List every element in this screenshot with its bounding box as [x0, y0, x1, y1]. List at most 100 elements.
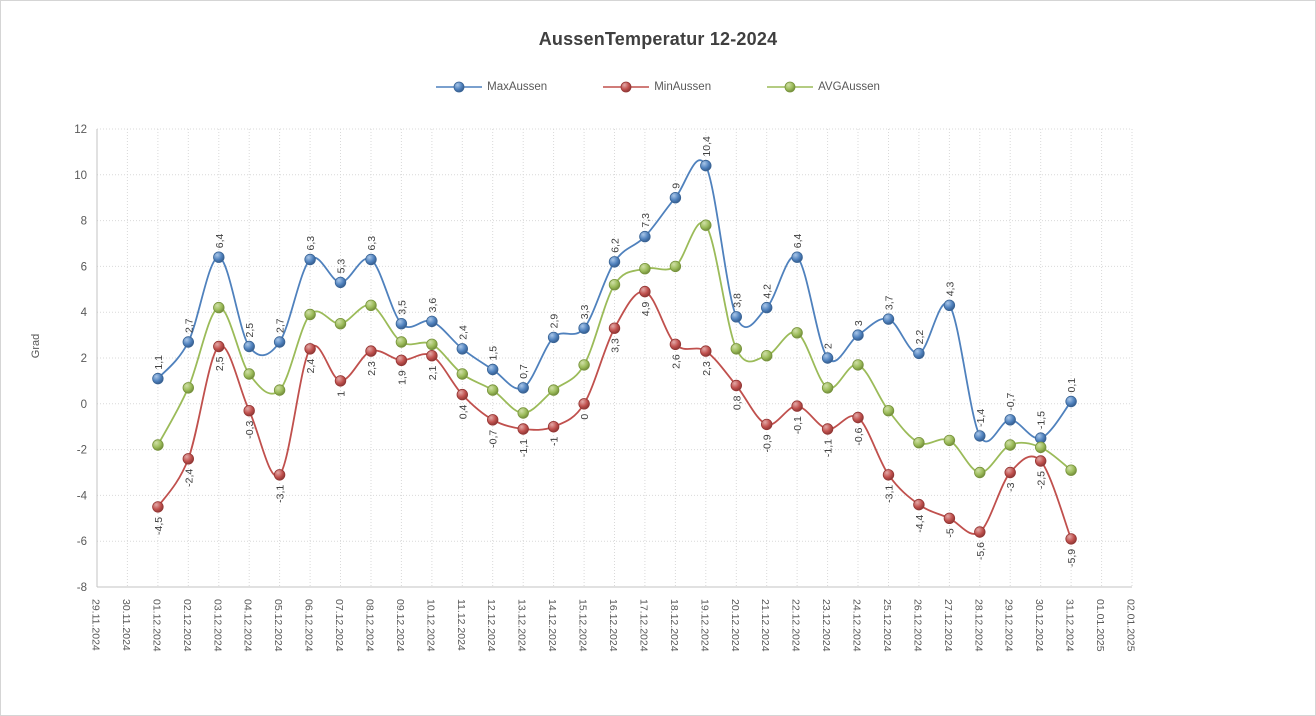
data-point-minaussen [943, 512, 956, 525]
data-point-minaussen [517, 423, 529, 435]
data-point-avgaussen [821, 382, 834, 394]
x-tick-label: 17.12.2024 [637, 599, 649, 652]
data-label: 2,7 [275, 318, 287, 333]
x-tick-label: 04.12.2024 [242, 599, 254, 652]
x-tick-label: 23.12.2024 [820, 599, 832, 652]
y-tick-label: -6 [77, 536, 87, 548]
x-tick-label: 29.12.2024 [1003, 599, 1015, 652]
legend-line-marker-icon [603, 81, 650, 93]
data-point-avgaussen [913, 437, 925, 449]
x-tick-label: 30.12.2024 [1033, 599, 1045, 652]
x-tick-label: 25.12.2024 [881, 599, 893, 652]
data-point-minaussen [152, 501, 164, 513]
data-label: -0,9 [762, 434, 774, 452]
data-point-minaussen [761, 418, 773, 431]
y-tick-label: -4 [77, 490, 88, 502]
x-tick-label: 19.12.2024 [698, 599, 710, 652]
data-point-avgaussen [365, 299, 377, 312]
data-label: -0,6 [853, 427, 865, 445]
x-tick-label: 29.11.2024 [90, 599, 102, 651]
data-point-avgaussen [213, 301, 225, 314]
y-tick-label: 10 [74, 170, 87, 182]
x-tick-label: 30.11.2024 [120, 599, 132, 651]
data-label: 3,8 [731, 293, 743, 308]
data-label: 6,4 [214, 233, 226, 248]
data-label: 4,2 [762, 284, 774, 299]
data-point-maxaussen [700, 159, 712, 172]
x-tick-label: 27.12.2024 [942, 599, 954, 652]
data-label: 3,6 [427, 298, 439, 313]
x-tick-label: 02.01.2025 [1125, 599, 1137, 652]
data-label: 0 [579, 414, 591, 420]
data-label: 0,8 [731, 395, 743, 410]
data-label: 6,4 [792, 233, 804, 248]
data-point-minaussen [1004, 466, 1016, 479]
x-tick-label: 03.12.2024 [211, 599, 223, 652]
data-point-minaussen [852, 411, 864, 424]
x-tick-label: 01.01.2025 [1094, 599, 1106, 652]
legend: MaxAussen MinAussen AVGAussen [1, 81, 1315, 93]
x-tick-label: 13.12.2024 [516, 599, 528, 652]
x-tick-label: 01.12.2024 [150, 599, 162, 652]
data-label: 2,4 [457, 325, 469, 340]
data-label: -0,7 [488, 430, 500, 448]
data-point-avgaussen [578, 359, 590, 371]
data-point-maxaussen [426, 315, 438, 328]
data-point-maxaussen [730, 311, 743, 323]
data-point-maxaussen [182, 336, 195, 348]
legend-item-minaussen[interactable]: MinAussen [603, 81, 711, 93]
data-point-minaussen [1034, 455, 1047, 467]
data-label: 2,9 [549, 314, 561, 329]
data-point-maxaussen [213, 251, 225, 263]
data-label: 2,1 [427, 366, 439, 381]
data-label: 2,3 [701, 361, 713, 376]
data-point-minaussen [791, 400, 803, 412]
data-point-minaussen [487, 414, 499, 426]
data-label: -0,1 [792, 416, 804, 434]
data-label: 1 [336, 391, 348, 397]
data-point-avgaussen [852, 359, 864, 371]
data-label: -1,1 [518, 439, 530, 457]
data-point-minaussen [608, 322, 621, 334]
x-tick-label: 24.12.2024 [851, 599, 863, 652]
data-label: -5 [944, 528, 956, 537]
x-tick-label: 02.12.2024 [181, 599, 193, 652]
data-point-maxaussen [639, 230, 651, 243]
data-point-maxaussen [243, 340, 255, 353]
data-label: 9 [670, 183, 682, 189]
data-point-minaussen [426, 350, 438, 362]
x-tick-label: 31.12.2024 [1064, 599, 1076, 652]
legend-item-avgaussen[interactable]: AVGAussen [767, 81, 880, 93]
data-label: 3,3 [610, 338, 622, 353]
data-label: -1,5 [1036, 411, 1048, 429]
data-point-maxaussen [487, 363, 499, 376]
data-label: 1,1 [153, 355, 165, 370]
data-label: -1,1 [823, 439, 835, 457]
data-point-avgaussen [1034, 441, 1047, 454]
data-point-avgaussen [608, 279, 621, 291]
y-tick-label: -8 [77, 582, 87, 594]
data-point-maxaussen [1004, 414, 1016, 426]
legend-line-marker-icon [767, 81, 814, 93]
data-point-minaussen [395, 354, 408, 367]
legend-item-maxaussen[interactable]: MaxAussen [436, 81, 547, 93]
y-tick-label: -2 [77, 445, 87, 457]
data-point-maxaussen [913, 347, 925, 360]
data-point-avgaussen [639, 263, 651, 275]
data-point-minaussen [1065, 533, 1077, 545]
data-label: 0,4 [457, 404, 469, 419]
x-tick-label: 05.12.2024 [272, 599, 284, 652]
data-point-minaussen [243, 405, 255, 417]
data-point-avgaussen [791, 327, 803, 339]
data-label: -3,1 [884, 485, 896, 503]
data-point-avgaussen [730, 343, 743, 355]
data-point-avgaussen [882, 405, 895, 417]
data-point-minaussen [547, 421, 560, 433]
y-tick-label: 4 [81, 307, 88, 319]
data-point-avgaussen [547, 384, 560, 396]
data-label: 0,1 [1066, 378, 1078, 393]
series-line-maxaussen [157, 159, 1072, 443]
data-point-avgaussen [243, 368, 255, 380]
data-point-maxaussen [943, 299, 956, 312]
